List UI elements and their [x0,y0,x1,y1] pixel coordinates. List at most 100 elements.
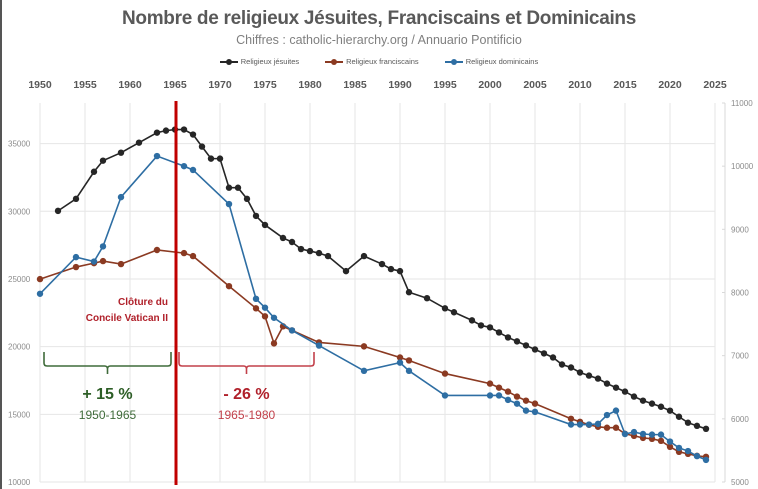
legend-item-franciscains: Religieux franciscains [325,57,419,66]
legend-item-jesuites: Religieux jésuites [219,57,299,66]
data-point [603,380,611,387]
data-point [405,367,413,375]
data-point [567,421,575,428]
x-tick-label: 1960 [118,79,142,91]
data-point [36,275,44,283]
data-point [639,430,647,438]
y-right-tick-label: 7000 [731,352,749,361]
y-left-tick-label: 15000 [8,410,31,419]
data-point [288,327,296,334]
growth-period: 1950-1965 [79,408,137,422]
data-point [612,424,620,431]
data-point [288,238,296,246]
data-point [576,421,584,428]
data-point [441,370,449,377]
data-point [648,400,656,407]
data-point [306,247,314,255]
data-point [315,249,323,257]
event-label-line1: Clôture du [118,297,168,308]
data-point [666,438,674,445]
data-point [261,313,269,320]
legend-marker-dominicains-icon [444,58,463,65]
x-tick-label: 1955 [73,79,97,91]
data-point [216,155,224,162]
data-point [441,305,449,312]
data-point [657,403,665,410]
data-point [441,392,449,399]
data-point [522,342,530,349]
data-point [396,267,404,275]
data-point [135,139,143,146]
data-point [468,317,476,324]
y-left-tick-label: 35000 [8,140,31,149]
data-point [495,392,503,399]
data-point [225,184,233,191]
data-point [153,246,161,254]
data-point [297,245,305,253]
decline-bracket [178,352,315,374]
data-point [684,419,692,426]
x-tick-label: 2005 [523,79,547,91]
data-point [405,289,413,296]
growth-bracket [43,352,172,374]
data-point [342,267,350,275]
data-point [495,384,503,391]
data-point [117,193,125,201]
data-point [639,397,647,404]
x-tick-label: 1990 [388,79,412,91]
data-point [594,420,602,428]
data-point [360,252,368,260]
data-point [540,350,548,357]
x-tick-label: 2015 [613,79,637,91]
data-point [513,400,521,407]
x-tick-label: 1965 [163,79,187,91]
data-point [72,195,80,203]
x-tick-label: 1980 [298,79,322,91]
data-point [99,157,107,164]
data-point [279,234,287,242]
data-point [396,359,404,366]
data-point [612,384,620,391]
y-left-tick-label: 20000 [8,343,31,352]
series-line-2 [39,155,707,461]
y-right-tick-label: 6000 [731,415,749,424]
data-point [423,294,431,302]
data-point [234,184,242,191]
data-point [666,443,674,451]
data-point [396,354,404,361]
legend-label-dominicains: Religieux dominicains [465,57,539,66]
data-point [117,149,125,156]
data-point [702,425,710,433]
y-left-tick-label: 30000 [8,207,31,216]
data-point [405,357,413,364]
data-point [180,162,188,170]
growth-pct: + 15 % [82,386,132,403]
data-point [99,257,107,265]
legend-label-franciscains: Religieux franciscains [346,57,419,66]
data-point [594,375,602,382]
x-tick-label: 2010 [568,79,592,91]
data-point [603,424,611,431]
data-point [450,309,458,316]
data-point [693,422,701,430]
data-point [360,367,368,375]
series-2 [36,152,710,464]
data-point [153,129,161,136]
data-point [675,444,683,452]
x-tick-label: 1975 [253,79,277,91]
data-point [630,393,638,400]
data-point [315,342,323,349]
decline-pct: - 26 % [223,386,269,403]
series-0 [54,126,710,433]
legend-item-dominicains: Religieux dominicains [444,57,539,66]
legend-marker-franciscains-icon [325,58,344,65]
data-point [486,324,494,331]
data-point [36,290,44,297]
data-point [261,221,269,229]
y-left-tick-label: 10000 [8,478,31,487]
data-point [189,252,197,260]
x-tick-label: 2020 [658,79,682,91]
data-point [72,263,80,271]
